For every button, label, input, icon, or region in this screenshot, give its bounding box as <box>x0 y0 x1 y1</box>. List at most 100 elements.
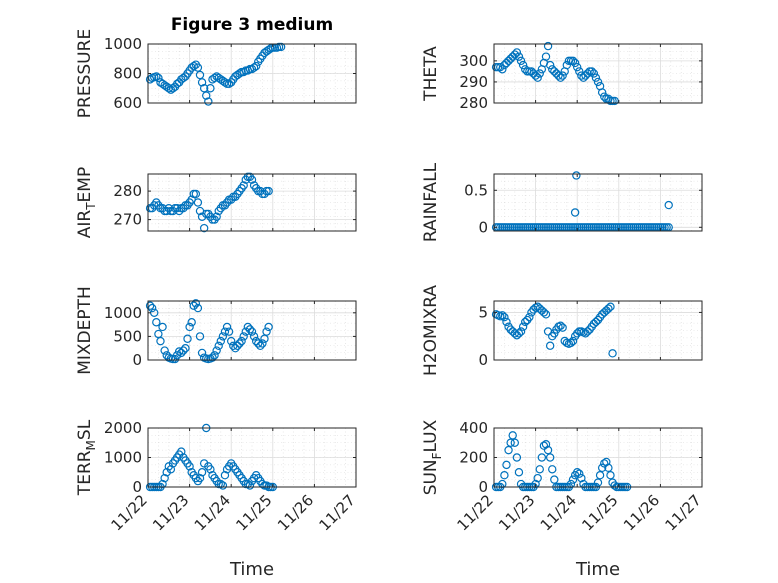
data-point <box>595 471 605 480</box>
data-point <box>237 336 246 346</box>
data-point <box>566 479 576 489</box>
data-point <box>193 303 203 313</box>
data-point <box>187 318 196 327</box>
data-point <box>597 88 607 97</box>
data-point <box>262 327 271 336</box>
data-point <box>245 325 255 334</box>
data-point <box>506 54 515 63</box>
data-point <box>525 312 534 322</box>
data-point <box>539 308 549 317</box>
data-point <box>568 56 578 66</box>
y-axis-label-subscript: F <box>430 452 444 459</box>
data-point <box>608 349 617 358</box>
data-point <box>197 78 207 87</box>
data-point <box>195 332 205 341</box>
data-point <box>573 62 582 72</box>
data-point <box>162 82 171 91</box>
data-point <box>579 73 588 82</box>
data-point <box>498 65 507 74</box>
data-point <box>177 348 186 358</box>
y-axis-label-rest: EMP <box>75 167 95 203</box>
data-point <box>508 52 517 61</box>
data-series <box>491 41 619 106</box>
data-point <box>220 327 230 336</box>
data-point <box>529 69 538 78</box>
data-point <box>583 327 592 336</box>
data-point <box>276 42 286 52</box>
data-point <box>226 336 236 346</box>
data-point <box>529 305 538 314</box>
data-point <box>254 339 263 348</box>
data-point <box>224 79 234 89</box>
y-tick-label: 0 <box>478 478 488 496</box>
minor-grid <box>494 44 702 103</box>
data-point <box>156 336 165 346</box>
y-tick-label: 300 <box>459 52 488 70</box>
data-point <box>664 200 673 210</box>
data-point <box>535 465 544 474</box>
data-point <box>172 79 182 89</box>
data-point <box>570 58 580 68</box>
data-series <box>145 42 286 106</box>
y-tick-label: 2000 <box>104 419 142 437</box>
data-point <box>241 327 250 336</box>
y-tick-label: 0.5 <box>464 181 488 199</box>
y-tick-label: 280 <box>459 94 488 112</box>
axes-frame <box>493 300 703 361</box>
data-point <box>164 84 173 93</box>
data-point <box>145 301 155 310</box>
data-point <box>231 344 240 353</box>
y-tick-label: 600 <box>113 94 142 112</box>
data-point <box>264 322 273 332</box>
data-point <box>216 75 225 84</box>
y-tick-label: 800 <box>113 65 142 83</box>
data-point <box>179 73 188 83</box>
data-point <box>556 321 565 330</box>
y-tick-label: 0 <box>478 218 488 236</box>
data-point <box>589 69 599 78</box>
panel-4: 0 0.5 RAINFALL <box>421 162 703 242</box>
y-axis-label-main: AIR <box>75 210 95 239</box>
data-point <box>510 50 519 59</box>
data-point <box>498 479 507 489</box>
y-axis-label-main: PRESSURE <box>75 29 95 118</box>
data-point <box>212 212 221 221</box>
data-point <box>500 312 509 322</box>
data-point <box>208 75 217 84</box>
data-point <box>233 341 242 351</box>
data-point <box>210 73 219 83</box>
data-point <box>496 62 505 72</box>
y-tick-label: 0 <box>132 351 142 369</box>
data-point <box>518 60 528 70</box>
y-tick-label: 290 <box>459 73 488 91</box>
minor-grid <box>148 44 356 103</box>
x-tick-label: 11/27 <box>316 491 359 534</box>
data-point <box>500 60 509 70</box>
data-point <box>160 473 169 483</box>
data-point <box>558 323 567 332</box>
data-point <box>249 63 259 72</box>
data-point <box>239 181 248 190</box>
data-series <box>145 172 273 233</box>
data-point <box>518 322 528 331</box>
data-point <box>214 73 223 83</box>
data-point <box>502 460 511 470</box>
data-point <box>185 322 194 332</box>
data-point <box>216 479 225 489</box>
data-point <box>243 322 253 332</box>
axes-frame <box>493 43 703 104</box>
data-point <box>166 465 176 474</box>
data-point <box>249 332 259 341</box>
data-point <box>235 339 244 348</box>
y-tick-label: 1000 <box>104 304 142 322</box>
data-point <box>504 56 513 66</box>
y-axis-label: H2OMIXRA <box>421 285 441 376</box>
data-point <box>220 78 230 87</box>
minor-grid <box>494 174 702 231</box>
data-point <box>179 346 188 355</box>
y-tick-label: 200 <box>459 449 488 467</box>
data-point <box>247 175 257 184</box>
data-point <box>600 459 609 468</box>
data-point <box>243 479 253 489</box>
data-point <box>185 462 194 471</box>
